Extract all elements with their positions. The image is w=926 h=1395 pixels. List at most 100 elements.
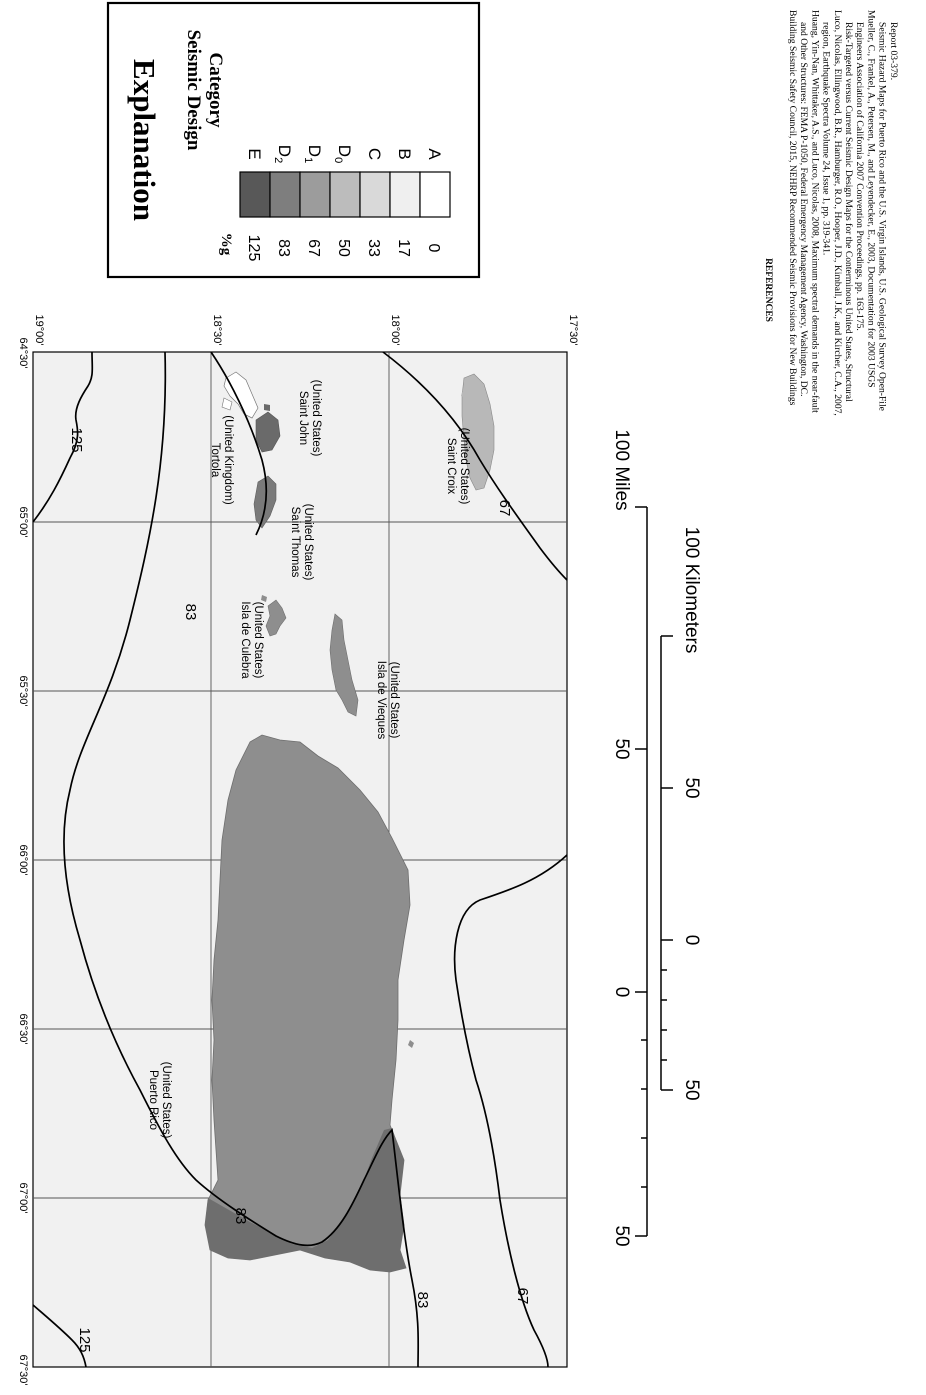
label-saint-thomas-name: Saint Thomas bbox=[289, 507, 301, 578]
legend-subtitle-line1: Seismic Design bbox=[183, 30, 204, 151]
islet-near-saint-croix bbox=[461, 392, 466, 398]
label-culebra: Isla de Culebra (United States) bbox=[239, 601, 264, 679]
reference-line: Report 03-379. bbox=[888, 22, 899, 80]
reference-line: Building Seismic Safety Council, 2015, N… bbox=[787, 10, 798, 406]
lon-label-67-00: 67°00' bbox=[17, 1183, 29, 1214]
legend-row: 17 B bbox=[389, 148, 421, 257]
lat-label-18-00: 18°00' bbox=[389, 315, 401, 346]
lon-label-65-00: 65°00' bbox=[17, 507, 29, 538]
reference-line: Mueller, C., Frankel, A., Petersen, M., … bbox=[865, 10, 876, 388]
scale-bars bbox=[635, 506, 673, 1237]
legend-swatch bbox=[239, 171, 271, 218]
contour-label-125-east: 125 bbox=[68, 427, 85, 452]
references-block: REFERENCES Building Seismic Safety Counc… bbox=[763, 10, 899, 416]
legend-category-label: B bbox=[395, 148, 414, 159]
legend-swatch bbox=[389, 171, 421, 218]
legend-explanation: Explanation Seismic Design Category %g 1… bbox=[106, 1, 481, 279]
legend-value: 83 bbox=[275, 239, 292, 257]
label-vieques: Isla de Vieques (United States) bbox=[375, 661, 400, 740]
lat-label-19-00: 19°00' bbox=[33, 315, 45, 346]
label-saint-thomas-country: (United States) bbox=[302, 504, 314, 581]
label-saint-croix-name: Saint Croix bbox=[445, 438, 457, 494]
islet-near-puerto-rico bbox=[408, 1040, 414, 1048]
legend-category-subscript: 2 bbox=[272, 157, 284, 163]
contour-label-67-south: 67 bbox=[514, 1288, 531, 1305]
contour-67-south bbox=[453, 854, 568, 1368]
legend-swatch bbox=[299, 171, 331, 218]
legend-row: 0A bbox=[419, 148, 451, 253]
saint-john-islet bbox=[264, 404, 270, 411]
lat-label-17-30: 17°30' bbox=[567, 315, 579, 346]
legend-value: 125 bbox=[245, 235, 262, 262]
contour-label-83-south: 83 bbox=[414, 1292, 431, 1309]
references-heading: REFERENCES bbox=[763, 258, 773, 322]
lat-label-18-30: 18°30' bbox=[211, 315, 223, 346]
km-tick-label-50-right: 50 bbox=[681, 777, 702, 798]
legend-value: 33 bbox=[365, 239, 382, 257]
culebra-islet bbox=[261, 595, 267, 602]
legend-value: 50 bbox=[335, 239, 352, 257]
label-saint-croix: Saint Croix (United States) bbox=[445, 428, 470, 505]
reference-line: region, Earthquake Spectra Volume 24, Is… bbox=[821, 22, 832, 255]
legend-frame bbox=[106, 1, 481, 279]
contour-label-67-east: 67 bbox=[496, 500, 513, 517]
km-tick-label-0: 0 bbox=[681, 935, 702, 946]
culebra-island bbox=[265, 599, 287, 637]
references-lines: Building Seismic Safety Council, 2015, N… bbox=[787, 10, 899, 416]
label-tortola-country: (United Kingdom) bbox=[222, 415, 234, 505]
contour-125-east bbox=[32, 351, 94, 523]
saint-john-island bbox=[255, 411, 281, 453]
legend-swatch bbox=[419, 171, 451, 218]
label-saint-thomas: Saint Thomas (United States) bbox=[289, 504, 314, 581]
tortola-island bbox=[223, 371, 259, 419]
label-saint-john-country: (United States) bbox=[310, 380, 322, 457]
saint-croix-island bbox=[461, 373, 495, 491]
label-saint-john-name: Saint John bbox=[297, 391, 309, 445]
legend-value: 0 bbox=[425, 244, 442, 253]
lon-label-65-30: 65°30' bbox=[17, 676, 29, 707]
legend-swatch bbox=[359, 171, 391, 218]
legend-unit-label: %g bbox=[218, 233, 234, 256]
legend-subtitle-line2: Category bbox=[205, 53, 226, 128]
lon-label-67-30: 67°30' bbox=[17, 1355, 29, 1386]
contour-67-east bbox=[382, 351, 568, 581]
reference-line: and Other Structures: FEMA P-1050, Feder… bbox=[798, 22, 809, 396]
legend-category-subscript: 1 bbox=[302, 157, 314, 163]
label-saint-croix-country: (United States) bbox=[458, 428, 470, 505]
km-tick-label-50-left: 50 bbox=[681, 1079, 702, 1100]
miles-tick-label-0: 0 bbox=[611, 987, 632, 998]
legend-category-label: A bbox=[425, 148, 444, 160]
contour-label-83-west: 83 bbox=[232, 1208, 249, 1225]
legend-row: 33 C bbox=[359, 148, 391, 257]
legend-swatch bbox=[269, 171, 301, 218]
legend-row: 125 E bbox=[239, 148, 271, 262]
legend-category-label: C bbox=[365, 148, 384, 160]
label-tortola-name: Tortola bbox=[209, 443, 221, 478]
contour-83 bbox=[63, 351, 420, 1368]
reference-line: Risk-Targeted versus Current Seismic Des… bbox=[843, 22, 854, 402]
lon-label-66-00: 66°00' bbox=[17, 845, 29, 876]
reference-line: Seismic Hazard Maps for Puerto Rico and … bbox=[877, 22, 888, 411]
contour-lines bbox=[32, 351, 568, 1368]
label-tortola: Tortola (United Kingdom) bbox=[209, 415, 234, 505]
label-vieques-country: (United States) bbox=[388, 662, 400, 739]
legend-value: 17 bbox=[395, 239, 412, 257]
reference-line: Huang, Yin-Nan, Whittaker, A.S., and Luc… bbox=[809, 10, 820, 413]
miles-tick-label-50-right: 50 bbox=[611, 738, 632, 759]
label-culebra-name: Isla de Culebra bbox=[239, 601, 251, 679]
legend-category-subscript: 0 bbox=[332, 157, 344, 163]
virgin-gorda-island bbox=[221, 397, 233, 411]
legend-title: Explanation bbox=[127, 59, 162, 221]
km-scale-title: 100 Kilometers bbox=[681, 527, 702, 654]
miles-scale-title: 100 Miles bbox=[611, 429, 632, 510]
map-panel: 125 125 83 83 83 67 67 Tortola (United K… bbox=[17, 315, 579, 1386]
contour-125-west bbox=[32, 1304, 87, 1368]
vieques-island bbox=[329, 613, 359, 717]
legend-swatch bbox=[329, 171, 361, 218]
legend-category-label: E bbox=[245, 148, 264, 159]
contour-label-83-north: 83 bbox=[182, 604, 199, 621]
